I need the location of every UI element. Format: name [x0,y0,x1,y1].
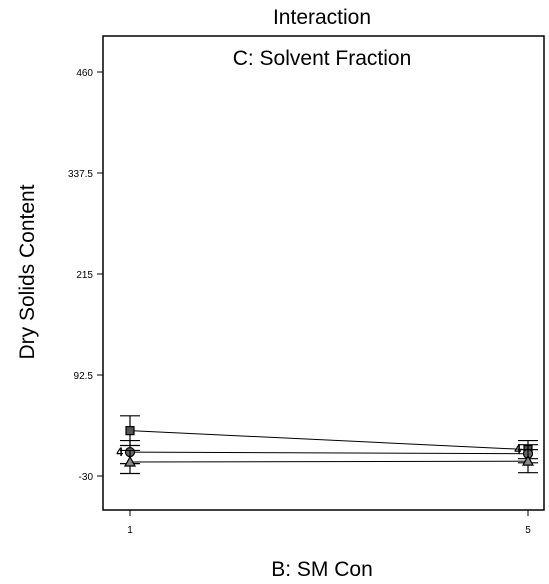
y-tick-label: -30 [79,472,94,483]
point-square [125,426,135,436]
point-triangle [123,455,137,467]
chart-title: Interaction [273,6,371,29]
y-tick-label: 92.5 [74,371,94,382]
plot-frame [102,35,545,511]
y-tick-label: 215 [76,270,93,281]
series-line-triangle [129,460,529,463]
y-tick-label: 337.5 [68,169,93,180]
point-count-label: 4 [514,443,521,457]
point-triangle [521,454,535,466]
x-tick-label: 1 [127,525,133,536]
series-line-circle [129,451,529,455]
point-count-label: 4 [116,445,123,459]
x-axis-label: B: SM Con [271,558,373,581]
x-tick-label: 5 [525,525,531,536]
y-axis-label: Dry Solids Content [16,184,39,359]
y-tick-label: 460 [76,68,93,79]
chart-subtitle: C: Solvent Fraction [233,47,412,70]
series-line-square [129,430,529,451]
